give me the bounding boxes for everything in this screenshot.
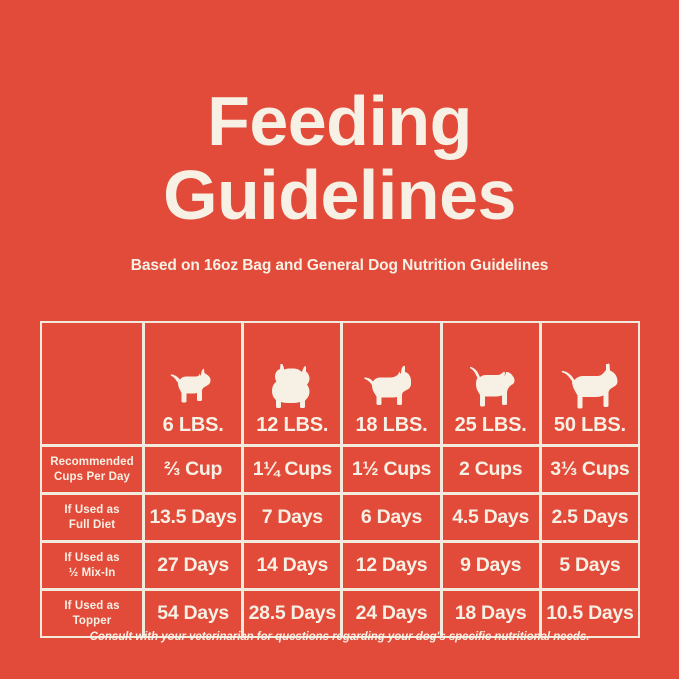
table-cell: 13.5 Days: [144, 494, 244, 542]
german-shepherd-dog-icon: [556, 343, 624, 409]
table-cell: 9 Days: [441, 542, 541, 590]
row-header-cell: If Used as Full Diet: [40, 494, 144, 542]
row-header-cell: If Used as Topper: [40, 590, 144, 638]
table-cell: 10.5 Days: [540, 590, 640, 638]
row-label-line-2: ½ Mix-In: [68, 566, 116, 579]
weight-label: 6 LBS.: [162, 414, 224, 436]
table-corner-cell: [40, 321, 144, 446]
table-cell: 27 Days: [144, 542, 244, 590]
table-header-cell: 12 LBS.: [243, 321, 343, 446]
row-header-cell: If Used as ½ Mix-In: [40, 542, 144, 590]
table-header-row: 6 LBS. 12 LBS.: [40, 321, 640, 446]
table-row: If Used as Full Diet 13.5 Days 7 Days 6 …: [40, 494, 640, 542]
table-cell: 24 Days: [342, 590, 442, 638]
table-cell: 7 Days: [243, 494, 343, 542]
table-cell: 2 Cups: [441, 446, 541, 494]
table-cell: 14 Days: [243, 542, 343, 590]
row-label-line-2: Topper: [72, 614, 112, 627]
weight-label: 12 LBS.: [256, 414, 329, 436]
title-block: Feeding Guidelines Based on 16oz Bag and…: [0, 0, 679, 275]
page-subtitle: Based on 16oz Bag and General Dog Nutrit…: [130, 256, 549, 274]
table-cell: 18 Days: [441, 590, 541, 638]
table-cell: 5 Days: [540, 542, 640, 590]
page-title-line-1: Feeding: [207, 82, 472, 160]
feeding-table-container: 6 LBS. 12 LBS.: [40, 321, 640, 638]
table-cell: 12 Days: [342, 542, 442, 590]
table-cell: 1½ Cups: [342, 446, 442, 494]
row-label-line-1: If Used as: [64, 503, 120, 516]
weight-label: 25 LBS.: [454, 414, 527, 436]
table-header-cell: 50 LBS.: [540, 321, 640, 446]
weight-label: 18 LBS.: [355, 414, 428, 436]
page-title-line-2: Guidelines: [163, 155, 516, 234]
table-cell: 28.5 Days: [243, 590, 343, 638]
beagle-dog-icon: [461, 343, 521, 409]
table-row: Recommended Cups Per Day ⅔ Cup 1¼ Cups 1…: [40, 446, 640, 494]
weight-label: 50 LBS.: [553, 414, 626, 436]
footer-disclaimer: Consult with your veterinarian for quest…: [89, 631, 590, 643]
table-cell: 3⅓ Cups: [540, 446, 640, 494]
terrier-dog-icon: [170, 343, 216, 409]
row-label-line-1: If Used as: [64, 551, 120, 564]
row-header-cell: Recommended Cups Per Day: [40, 446, 144, 494]
table-header-cell: 18 LBS.: [342, 321, 442, 446]
table-row: If Used as ½ Mix-In 27 Days 14 Days 12 D…: [40, 542, 640, 590]
row-label-line-2: Full Diet: [68, 518, 116, 531]
table-cell: 6 Days: [342, 494, 442, 542]
table-cell: ⅔ Cup: [144, 446, 244, 494]
table-cell: 54 Days: [144, 590, 244, 638]
table-header-cell: 6 LBS.: [144, 321, 244, 446]
pomeranian-dog-icon: [267, 343, 317, 409]
table-cell: 2.5 Days: [540, 494, 640, 542]
table-cell: 4.5 Days: [441, 494, 541, 542]
french-bulldog-icon: [364, 343, 418, 409]
row-label-line-2: Cups Per Day: [54, 470, 130, 483]
row-label-line-1: If Used as: [64, 599, 120, 612]
feeding-table: 6 LBS. 12 LBS.: [40, 321, 640, 638]
row-label-line-1: Recommended: [50, 455, 134, 468]
table-row: If Used as Topper 54 Days 28.5 Days 24 D…: [40, 590, 640, 638]
table-cell: 1¼ Cups: [243, 446, 343, 494]
table-header-cell: 25 LBS.: [441, 321, 541, 446]
